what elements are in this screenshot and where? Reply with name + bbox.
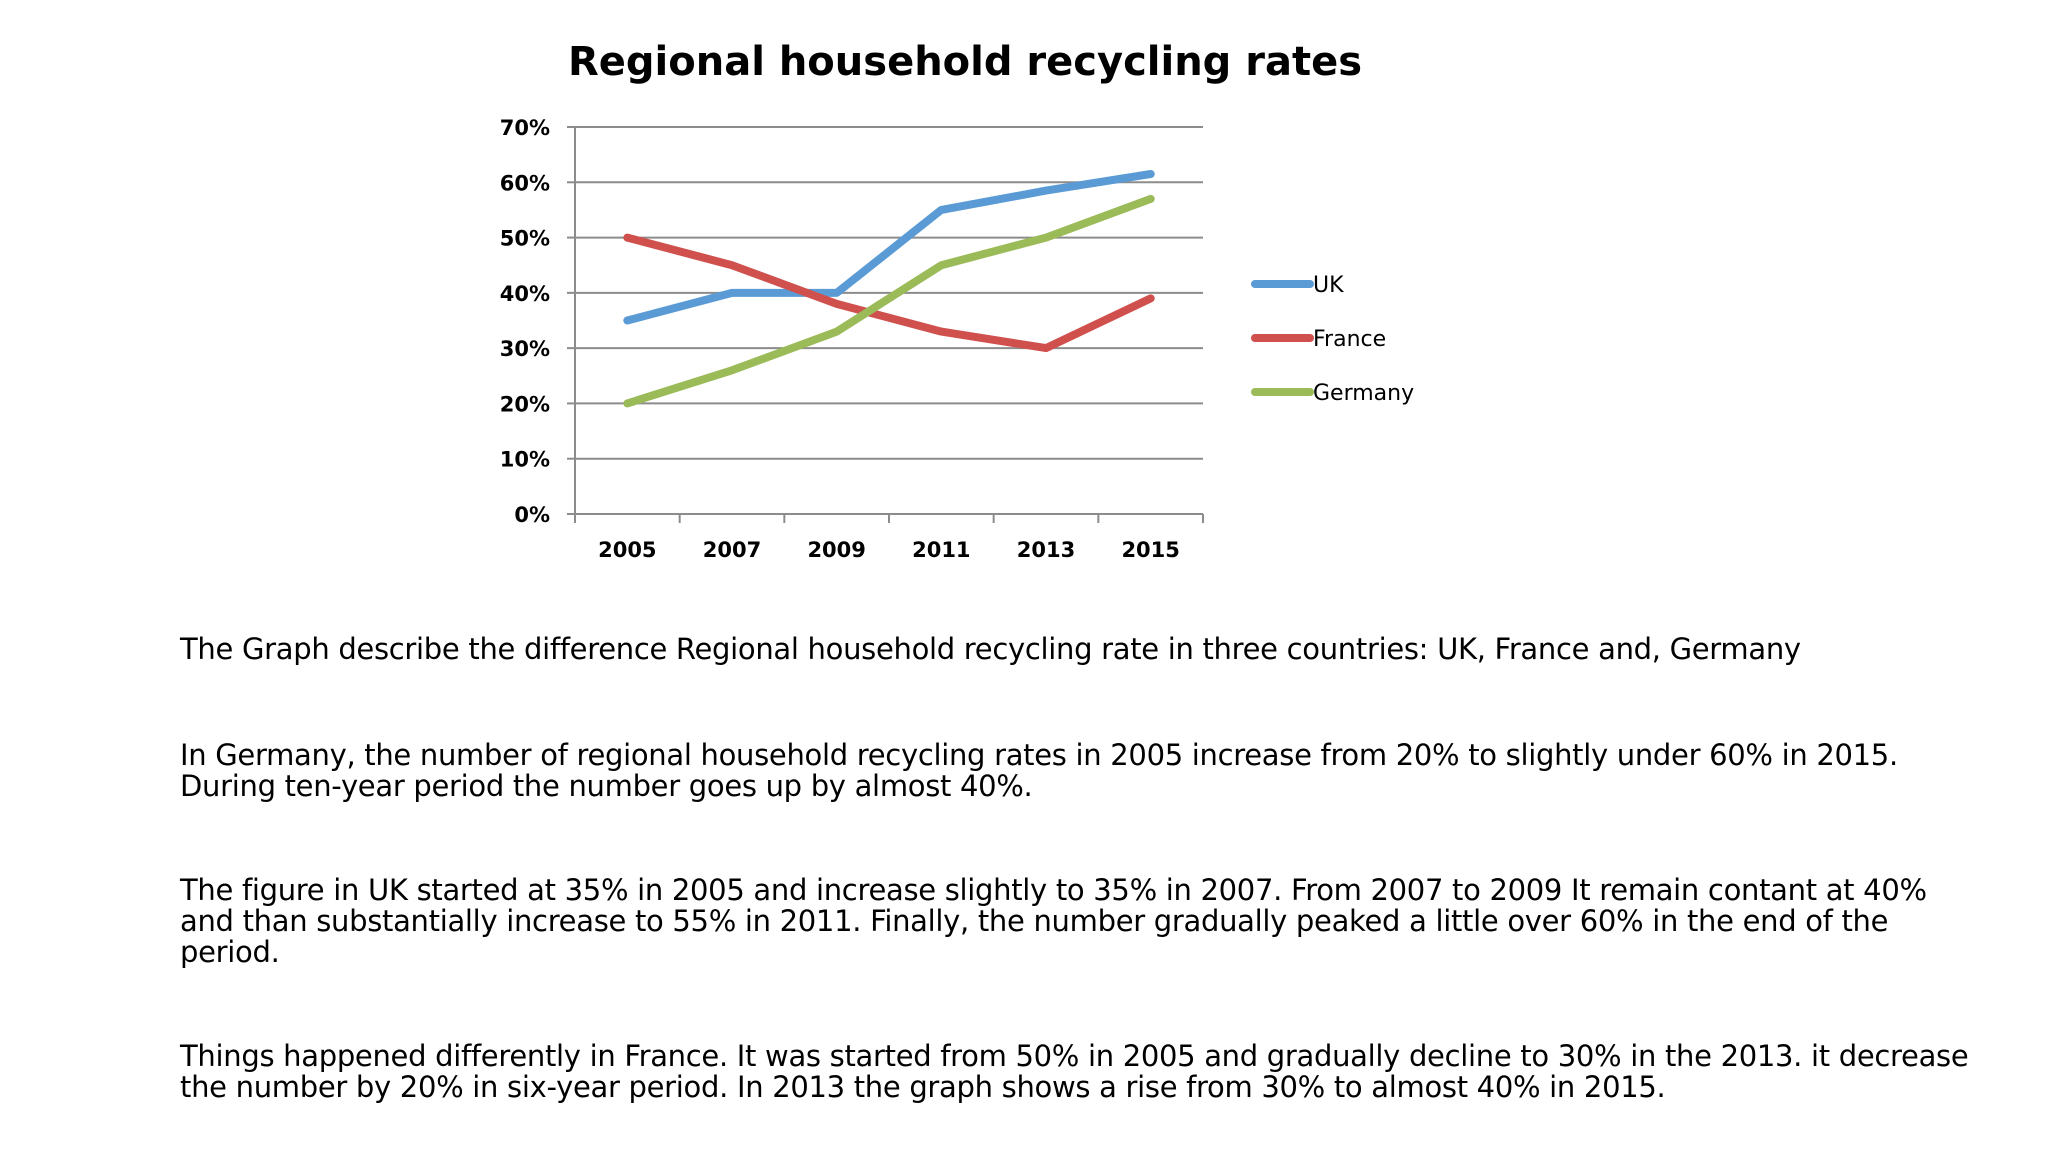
paragraph-uk: The figure in UK started at 35% in 2005 …: [180, 873, 1927, 969]
x-tick-label: 2005: [598, 538, 656, 562]
paragraph-germany: In Germany, the number of regional house…: [180, 738, 1898, 803]
line-chart: Regional household recycling rates 0% 10%…: [500, 39, 1414, 562]
y-tick-label: 60%: [500, 171, 550, 195]
x-tick-label: 2009: [807, 538, 865, 562]
y-tick-label: 0%: [514, 503, 550, 527]
y-tick-label: 40%: [500, 282, 550, 306]
gridlines: [575, 126, 1203, 460]
series-line-uk: [623, 170, 1155, 325]
y-tick-label: 30%: [500, 337, 550, 361]
x-tick-label: 2007: [703, 538, 761, 562]
y-tick-label: 20%: [500, 392, 550, 416]
x-tick-label: 2015: [1121, 538, 1179, 562]
legend-label-france: France: [1313, 327, 1386, 352]
series-line-germany: [623, 194, 1155, 408]
legend: UK France Germany: [1251, 273, 1414, 406]
y-tick-label: 10%: [500, 448, 550, 472]
series-lines: [623, 170, 1155, 408]
x-tick-label: 2011: [912, 538, 970, 562]
series-line-france: [623, 233, 1155, 353]
paragraph-france: Things happened differently in France. I…: [180, 1039, 1969, 1104]
y-tick-label: 70%: [500, 116, 550, 140]
y-tick-label: 50%: [500, 227, 550, 251]
legend-label-uk: UK: [1313, 273, 1344, 298]
paragraph-intro: The Graph describe the difference Region…: [180, 632, 1801, 666]
x-tick-label: 2013: [1017, 538, 1075, 562]
legend-label-germany: Germany: [1313, 381, 1414, 406]
chart-title: Regional household recycling rates: [568, 39, 1362, 85]
axes: 0% 10% 20% 30% 40% 50% 60% 70% 2005 2007 2009 2011 2…: [500, 116, 1204, 562]
